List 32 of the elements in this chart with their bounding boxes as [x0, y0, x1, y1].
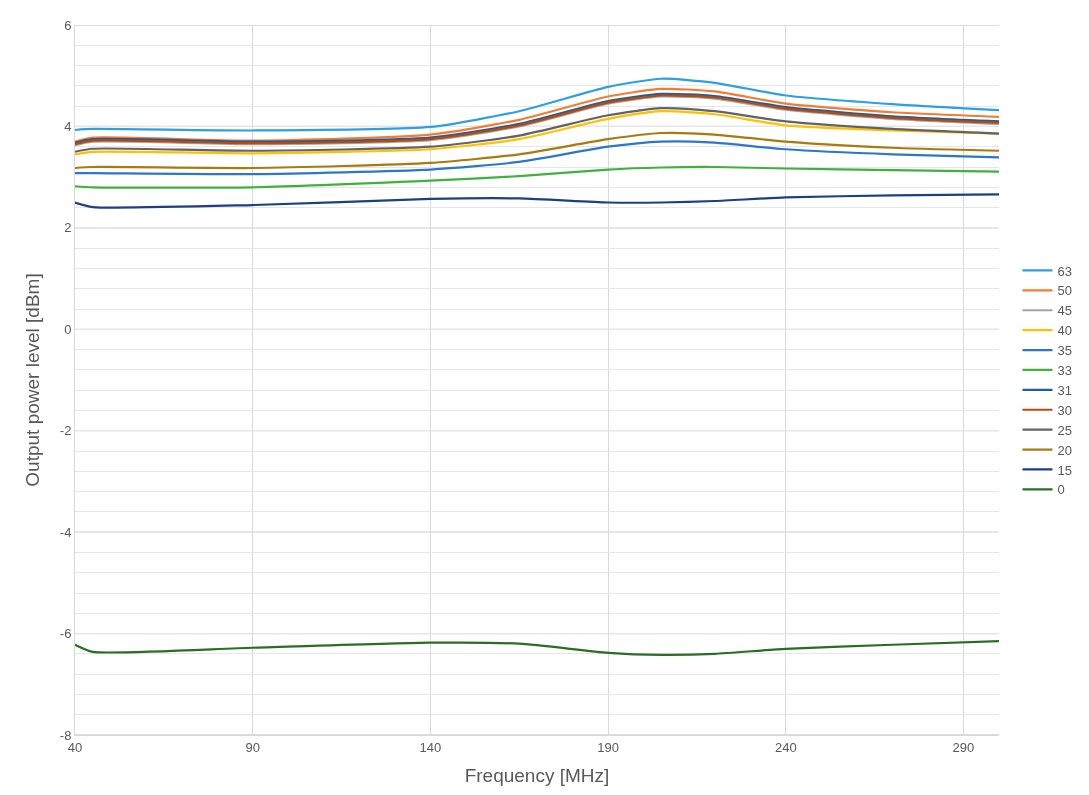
x-tick-label: 140: [419, 739, 442, 755]
x-tick-label: 240: [774, 739, 797, 755]
legend-label: 20: [1057, 442, 1072, 458]
line-series: [75, 77, 999, 132]
legend-label: 31: [1057, 382, 1072, 398]
x-tick-label: 190: [597, 739, 619, 755]
line-series: [75, 140, 999, 176]
legend-label: 0: [1057, 482, 1065, 498]
legend-label: 50: [1057, 283, 1072, 299]
legend-label: 63: [1057, 263, 1072, 279]
y-tick-label: -4: [59, 524, 72, 540]
legend-label: 25: [1057, 422, 1072, 438]
y-tick-label: 4: [64, 118, 72, 134]
y-axis-title: Output power level [dBm]: [21, 273, 43, 487]
y-tick-label: 2: [64, 220, 72, 236]
y-tick-label: -6: [59, 626, 72, 642]
legend-label: 40: [1057, 323, 1072, 339]
y-tick-label: 0: [64, 321, 72, 337]
legend-label: 30: [1057, 402, 1072, 418]
line-series: [75, 640, 999, 656]
line-series: [75, 131, 999, 170]
y-tick-label: 6: [64, 17, 72, 33]
line-series: [75, 165, 999, 189]
x-axis-title: Frequency [MHz]: [464, 765, 610, 787]
legend-label: 15: [1057, 462, 1072, 478]
line-series: [75, 193, 999, 209]
x-tick-label: 290: [952, 739, 975, 755]
legend-label: 33: [1057, 363, 1072, 379]
legend-label: 45: [1057, 303, 1072, 319]
y-tick-label: -2: [59, 423, 72, 439]
x-tick-label: 90: [245, 739, 260, 755]
legend-label: 35: [1057, 343, 1072, 359]
